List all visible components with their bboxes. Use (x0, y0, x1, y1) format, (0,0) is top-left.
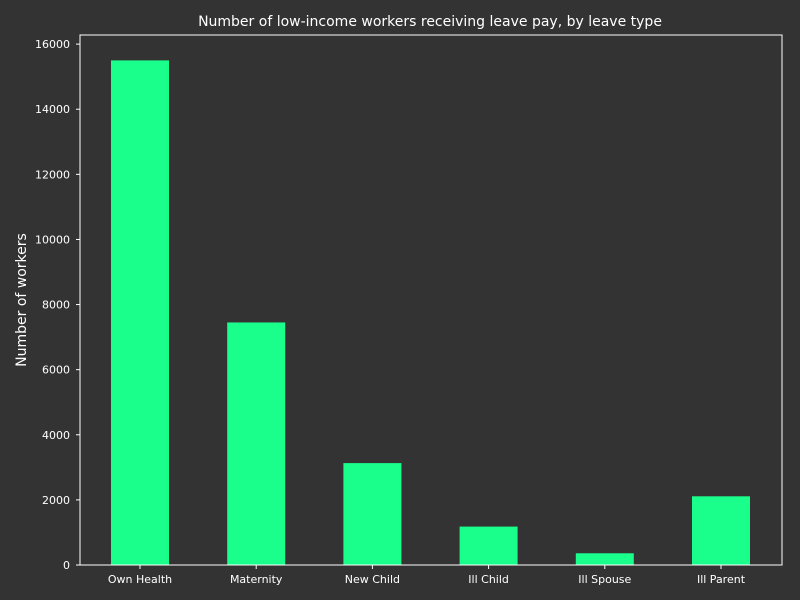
chart-title: Number of low-income workers receiving l… (198, 14, 662, 30)
x-tick-label: Ill Parent (697, 573, 746, 586)
x-axis-ticks: Own Health Maternity New Child Ill Child Ill… (108, 565, 746, 586)
y-tick-label: 2000 (42, 494, 70, 507)
x-tick-label: Ill Child (468, 573, 509, 586)
bar-maternity (227, 322, 286, 565)
x-tick-label: Own Health (108, 573, 172, 586)
bar-ill-spouse (575, 553, 634, 565)
bars-group (111, 60, 750, 565)
y-tick-label: 0 (63, 559, 70, 572)
bar-new-child (343, 463, 402, 565)
y-tick-label: 12000 (35, 168, 70, 181)
bar-ill-child (459, 526, 518, 565)
x-tick-label: Maternity (230, 573, 283, 586)
y-tick-label: 14000 (35, 103, 70, 116)
y-tick-label: 10000 (35, 233, 70, 246)
plot-frame (79, 34, 783, 566)
bar-ill-parent (692, 496, 750, 565)
y-tick-label: 6000 (42, 364, 70, 377)
y-tick-label: 16000 (35, 38, 70, 51)
x-tick-label: Ill Spouse (578, 573, 631, 586)
y-axis-label: Number of workers (14, 233, 30, 367)
bar-own-health (111, 60, 169, 565)
y-tick-label: 4000 (42, 429, 70, 442)
y-axis-ticks: 0 2000 4000 6000 8000 10000 12000 14000 16000 (35, 38, 80, 572)
x-tick-label: New Child (345, 573, 400, 586)
y-tick-label: 8000 (42, 299, 70, 312)
